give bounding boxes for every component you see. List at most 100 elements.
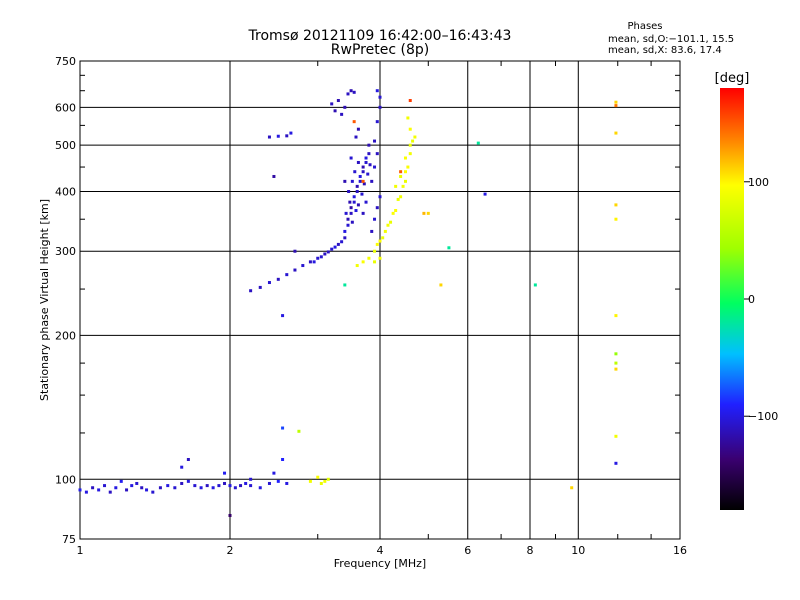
data-point <box>333 109 337 113</box>
data-point <box>350 179 354 183</box>
data-point <box>285 481 289 485</box>
data-point <box>293 249 297 253</box>
data-point <box>344 211 348 215</box>
data-point <box>391 211 395 215</box>
data-point <box>119 479 123 483</box>
data-point <box>373 165 377 169</box>
data-point <box>533 283 537 287</box>
x-tick-label: 8 <box>527 544 534 557</box>
data-point <box>378 256 382 260</box>
data-point <box>361 211 365 215</box>
data-point <box>205 484 209 488</box>
data-point <box>375 206 379 210</box>
data-point <box>180 465 184 469</box>
data-point <box>614 131 618 135</box>
data-point <box>483 192 487 196</box>
data-point <box>352 120 356 124</box>
data-point <box>614 461 618 465</box>
data-point <box>373 217 377 221</box>
data-point <box>103 484 107 488</box>
data-point <box>323 479 327 483</box>
y-tick-label: 400 <box>55 185 76 198</box>
data-point <box>343 283 347 287</box>
data-point <box>78 488 82 492</box>
data-point <box>378 239 382 243</box>
y-axis-label: Stationary phase Virtual Height [km] <box>38 199 51 401</box>
data-point <box>108 490 112 494</box>
y-tick-label: 600 <box>55 101 76 114</box>
data-point <box>373 260 377 264</box>
data-point <box>316 475 320 479</box>
data-point <box>614 352 618 356</box>
data-point <box>439 283 443 287</box>
data-point <box>361 179 365 183</box>
data-point <box>349 206 353 210</box>
data-point <box>394 209 398 213</box>
data-point <box>378 195 382 199</box>
data-point <box>411 139 415 143</box>
data-point <box>375 120 379 124</box>
data-point <box>258 285 262 289</box>
data-point <box>281 314 285 318</box>
data-point <box>158 486 162 490</box>
data-point <box>301 264 305 268</box>
data-point <box>614 314 618 318</box>
y-tick-label: 200 <box>55 329 76 342</box>
data-point <box>403 179 407 183</box>
data-point <box>343 229 347 233</box>
x-tick-label: 2 <box>227 544 234 557</box>
data-point <box>330 102 334 106</box>
data-point <box>367 256 371 260</box>
data-point <box>366 172 370 176</box>
data-point <box>406 165 410 169</box>
data-point <box>378 105 382 109</box>
data-point <box>401 184 405 188</box>
data-point <box>399 195 403 199</box>
x-tick-label: 6 <box>464 544 471 557</box>
data-point <box>447 246 451 250</box>
data-point <box>125 488 129 492</box>
colorbar-label: [deg] <box>715 71 750 86</box>
data-point <box>408 152 412 156</box>
data-point <box>293 268 297 272</box>
data-point <box>355 184 359 188</box>
x-tick-label: 10 <box>571 544 585 557</box>
data-point <box>347 189 351 193</box>
x-axis-label: Frequency [MHz] <box>334 557 426 570</box>
data-point <box>340 240 344 244</box>
data-point <box>91 486 95 490</box>
data-point <box>346 217 350 221</box>
data-point <box>386 223 390 227</box>
y-tick-label: 100 <box>55 473 76 486</box>
grid-lines <box>80 61 680 539</box>
data-point <box>223 471 227 475</box>
data-point <box>403 170 407 174</box>
data-point <box>211 486 215 490</box>
data-point <box>381 236 385 240</box>
x-tick-label: 1 <box>77 544 84 557</box>
data-point <box>343 236 347 240</box>
data-point <box>186 479 190 483</box>
data-point <box>403 156 407 160</box>
data-point <box>383 229 387 233</box>
data-point <box>267 281 271 285</box>
chart-title-line2: RwPretec (8p) <box>331 42 429 58</box>
data-point <box>614 104 618 108</box>
data-point <box>408 127 412 131</box>
data-point <box>614 434 618 438</box>
data-point <box>389 220 393 224</box>
data-point <box>361 170 365 174</box>
data-points <box>78 89 618 517</box>
data-point <box>330 247 334 251</box>
data-point <box>354 209 358 213</box>
data-point <box>267 481 271 485</box>
data-point <box>308 260 312 264</box>
data-point <box>336 99 340 103</box>
y-tick-label: 75 <box>62 533 76 546</box>
stats-line-o: mean, sd,O:−101.1, 15.5 <box>608 34 734 45</box>
data-point <box>373 139 377 143</box>
data-point <box>145 488 149 492</box>
data-point <box>319 255 323 259</box>
data-point <box>249 484 253 488</box>
